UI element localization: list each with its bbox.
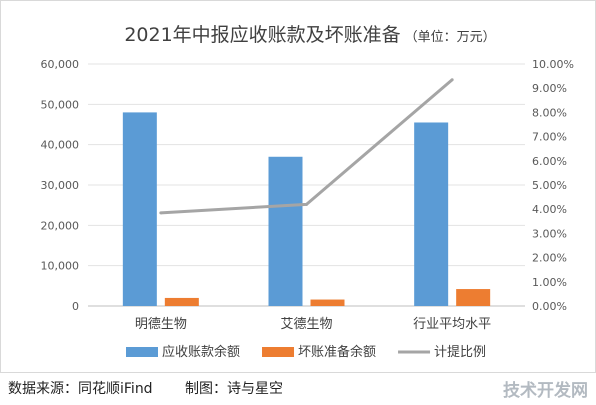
legend-swatch (262, 347, 295, 357)
y-axis-right: 0.00% 1.00% 2.00% 3.00% 4.00% 5.00% 6.00% 7.00%… (532, 58, 574, 313)
y-right-tick-label: 7.00% (532, 131, 567, 144)
chart-title: 2021年中报应收账款及坏账准备 （单位：万元） (124, 24, 495, 46)
bars (122, 112, 491, 307)
legend-label: 计提比例 (434, 344, 486, 360)
data-source: 数据来源：同花顺iFind (8, 381, 153, 397)
y-left-tick-label: 40,000 (41, 139, 80, 152)
y-right-tick-label: 8.00% (532, 106, 567, 119)
y-left-tick-label: 60,000 (41, 58, 80, 71)
y-right-tick-label: 2.00% (532, 252, 567, 265)
ratio-point (450, 78, 454, 82)
ratio-line (159, 78, 454, 215)
bar-bad-debt (456, 289, 491, 306)
y-right-tick-label: 10.00% (532, 58, 574, 71)
x-axis-labels: 明德生物 艾德生物 行业平均水平 (135, 317, 491, 332)
y-right-tick-label: 4.00% (532, 203, 567, 216)
bar-receivables (122, 112, 157, 307)
y-right-tick-label: 5.00% (532, 179, 567, 192)
gridlines (88, 63, 525, 307)
legend-swatch (126, 347, 158, 357)
ratio-point (159, 211, 163, 215)
y-axis-left: 0 10,000 20,000 30,000 40,000 50,000 60,000 (41, 58, 80, 313)
y-right-tick-label: 9.00% (532, 82, 567, 95)
bar-receivables (268, 156, 303, 306)
watermark-logo: 技术开发网 (503, 381, 588, 401)
bar-bad-debt (310, 299, 345, 306)
y-left-tick-label: 0 (72, 300, 79, 313)
footer: 数据来源：同花顺iFind 制图：诗与星空 (8, 378, 311, 398)
y-right-tick-label: 0.00% (532, 300, 567, 313)
x-tick-label: 艾德生物 (280, 317, 332, 332)
y-left-tick-label: 10,000 (41, 260, 80, 273)
y-left-tick-label: 50,000 (41, 98, 80, 111)
y-right-tick-label: 1.00% (532, 276, 567, 289)
legend: 应收账款余额 坏账准备余额 计提比例 (126, 344, 486, 360)
y-left-tick-label: 30,000 (41, 179, 80, 192)
bar-receivables (414, 122, 449, 306)
x-tick-label: 明德生物 (135, 317, 187, 332)
ratio-point (305, 202, 308, 206)
chart-subtitle: （单位：万元） (405, 30, 496, 45)
y-right-tick-label: 3.00% (532, 227, 567, 240)
x-tick-label: 行业平均水平 (413, 317, 491, 332)
bar-bad-debt (164, 297, 199, 306)
chart-maker: 制图：诗与星空 (185, 381, 284, 397)
legend-label: 应收账款余额 (162, 344, 240, 360)
y-left-tick-label: 20,000 (41, 219, 80, 232)
legend-label: 坏账准备余额 (298, 344, 376, 360)
y-right-tick-label: 6.00% (532, 155, 567, 168)
